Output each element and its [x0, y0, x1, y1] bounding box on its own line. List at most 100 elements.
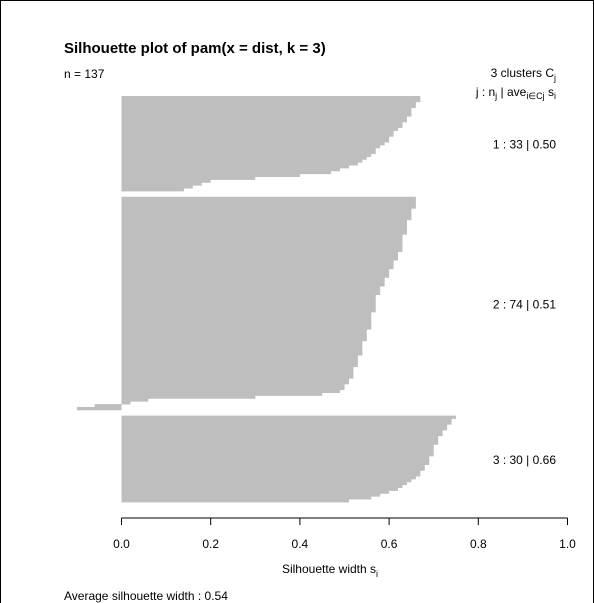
silhouette-bar-c2-47 [121, 329, 367, 333]
silhouette-bar-c2-11 [121, 225, 407, 229]
silhouette-bar-c2-40 [121, 309, 376, 313]
silhouette-bar-c1-14 [121, 133, 394, 137]
silhouette-bar-c3-15 [121, 455, 430, 460]
legend-header-sub: j [553, 73, 556, 83]
x-tick-label-5: 1.0 [559, 537, 576, 551]
silhouette-bar-c1-25 [121, 165, 349, 169]
silhouette-bar-c1-23 [121, 159, 363, 163]
silhouette-bar-c3-2 [121, 418, 452, 422]
silhouette-bar-c2-8 [121, 216, 412, 221]
silhouette-bar-c3-16 [121, 458, 430, 463]
silhouette-bar-c2-68 [121, 389, 341, 393]
silhouette-bar-c3-8 [121, 435, 439, 440]
silhouette-bar-c3-18 [121, 464, 425, 468]
silhouette-bar-c2-35 [121, 294, 376, 298]
x-axis-label-sub: i [376, 569, 378, 579]
x-axis: 0.0 0.2 0.4 0.6 0.8 1.0 [113, 517, 576, 551]
silhouette-bar-c1-10 [121, 121, 403, 126]
silhouette-bar-c1-33 [121, 188, 184, 192]
silhouette-bar-c3-25 [121, 484, 403, 488]
silhouette-bar-c2-65 [121, 381, 349, 385]
silhouette-bar-c2-28 [121, 274, 390, 278]
silhouette-bar-c1-19 [121, 147, 376, 152]
silhouette-bar-c1-1 [121, 96, 421, 100]
silhouette-bar-c2-54 [121, 349, 363, 353]
silhouette-bar-c2-42 [121, 314, 372, 319]
legend-sub-ave: | ave [497, 85, 526, 99]
silhouette-bar-c2-32 [121, 286, 381, 290]
silhouette-bar-c2-21 [121, 254, 399, 258]
cluster-labels: 1 : 33 | 0.50 2 : 74 | 0.51 3 : 30 | 0.66 [493, 138, 556, 467]
silhouette-bar-c1-16 [121, 139, 390, 143]
silhouette-bar-c1-9 [121, 119, 407, 123]
silhouette-bar-c2-63 [121, 375, 354, 379]
silhouette-bar-c3-27 [121, 490, 390, 494]
silhouette-bar-c1-24 [121, 162, 358, 166]
silhouette-bar-c3-5 [121, 427, 448, 431]
silhouette-bar-c2-31 [121, 283, 385, 287]
silhouette-bar-c3-28 [121, 493, 381, 497]
silhouette-bar-c3-3 [121, 421, 452, 425]
silhouette-bar-c1-4 [121, 104, 416, 108]
silhouette-bar-c2-5 [121, 208, 412, 212]
silhouette-bar-c1-26 [121, 167, 341, 172]
silhouette-bar-c2-34 [121, 291, 381, 296]
silhouette-bar-c3-22 [121, 476, 416, 480]
silhouette-bar-c1-21 [121, 153, 372, 157]
cluster-label-2: 2 : 74 | 0.51 [493, 297, 556, 311]
silhouette-bar-c1-22 [121, 156, 367, 160]
legend-sub-j: j : n [475, 85, 495, 99]
legend-sub-s-index: i [554, 91, 556, 101]
silhouette-bar-c2-52 [121, 343, 363, 347]
silhouette-bar-c2-60 [121, 366, 354, 370]
silhouette-bar-c2-67 [121, 386, 345, 391]
silhouette-bar-c2-9 [121, 219, 407, 224]
legend-header-text: 3 clusters C [491, 66, 555, 80]
silhouette-bar-c1-8 [121, 116, 407, 120]
silhouette-bar-c2-29 [121, 277, 385, 281]
silhouette-bar-c2-71 [121, 398, 149, 402]
silhouette-bar-c2-25 [121, 265, 394, 270]
silhouette-bar-c1-31 [121, 182, 202, 186]
silhouette-bar-c2-39 [121, 306, 376, 310]
silhouette-bar-c2-57 [121, 358, 358, 362]
silhouette-bar-c2-12 [121, 228, 407, 232]
silhouette-bar-c3-10 [121, 441, 439, 445]
silhouette-bar-c2-14 [121, 234, 403, 238]
silhouette-bar-c2-16 [121, 239, 403, 244]
silhouette-bar-c3-6 [121, 430, 443, 434]
silhouette-bar-c2-17 [121, 242, 403, 247]
silhouette-bar-c2-19 [121, 248, 403, 252]
x-tick-label-0: 0.0 [113, 537, 130, 551]
silhouette-bar-c1-18 [121, 144, 381, 149]
silhouette-bar-c1-30 [121, 179, 211, 183]
silhouette-bar-c2-51 [121, 340, 363, 345]
silhouette-bar-c1-6 [121, 110, 412, 114]
silhouette-bar-c2-56 [121, 355, 358, 359]
silhouette-bar-c2-46 [121, 326, 372, 330]
silhouette-bar-c2-53 [121, 346, 363, 350]
silhouette-bar-c2-20 [121, 251, 399, 255]
silhouette-bar-c2-58 [121, 360, 358, 365]
legend-header: 3 clusters Cj [491, 66, 556, 83]
silhouette-bar-c2-24 [121, 263, 394, 267]
silhouette-bar-c2-66 [121, 383, 345, 388]
silhouette-bar-c1-7 [121, 113, 412, 117]
silhouette-bar-c2-72 [121, 401, 131, 405]
silhouette-bar-c3-1 [121, 415, 456, 419]
silhouette-bar-c1-13 [121, 130, 394, 134]
silhouette-bar-c2-44 [121, 320, 372, 324]
silhouette-bar-c2-13 [121, 231, 407, 235]
x-axis-label: Silhouette width si [282, 562, 378, 579]
average-silhouette-width: Average silhouette width : 0.54 [64, 589, 228, 603]
silhouette-bar-c2-23 [121, 260, 394, 264]
chart-title: Silhouette plot of pam(x = dist, k = 3) [64, 40, 326, 57]
silhouette-bar-c1-20 [121, 150, 376, 154]
silhouette-bar-c3-4 [121, 424, 448, 428]
n-label: n = 137 [64, 67, 105, 81]
silhouette-bar-c2-69 [121, 392, 323, 396]
silhouette-bar-c3-29 [121, 496, 372, 500]
silhouette-bar-c2-45 [121, 323, 372, 327]
silhouette-bar-c1-27 [121, 170, 332, 175]
